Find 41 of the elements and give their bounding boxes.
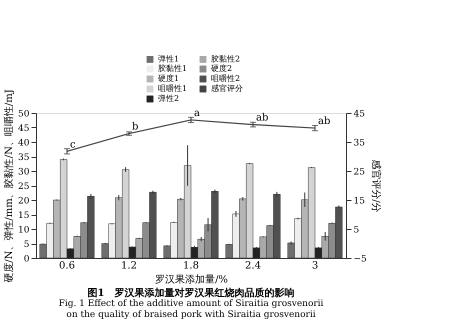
x-tick-label: 2.4 [245, 260, 261, 272]
text: Fig. 1 Effect of the additive amount of Siraitia grosvenorii on the quality of braised pork with Siraitia grosvenorii [58, 299, 324, 320]
x-tick-label: 1.2 [121, 260, 137, 272]
y2-tick-label: 15 [354, 196, 366, 206]
y2-tick-label: 35 [354, 138, 366, 148]
x-tick-label: 0.6 [59, 260, 75, 272]
legend-label: 硬度1 [158, 74, 180, 83]
legend-label: 咀嚼性1 [158, 84, 188, 93]
y2-tick-label: 25 [354, 168, 366, 178]
legend-label: 硬度2 [211, 64, 232, 73]
legend-label: 胶黏性2 [211, 54, 240, 64]
y-tick-label: 20 [18, 196, 30, 206]
y-tick-label: 30 [18, 168, 30, 178]
y-tick-label: 45 [18, 124, 30, 134]
annotation: b [132, 122, 138, 133]
y2-axis-title: 感官评分/分 [370, 159, 382, 213]
y-tick-label: 10 [18, 226, 30, 236]
y2-tick-label: −5 [354, 254, 368, 264]
x-tick-label: 1.8 [183, 260, 199, 272]
legend-label: 咀嚼性2 [211, 74, 240, 83]
y-tick-label: 5 [24, 240, 30, 250]
y-tick-label: 25 [18, 182, 30, 192]
legend-label: 弹性1 [158, 54, 180, 64]
text: 图1 罗汉果添加量对罗汉果红烧肉品质的影响 [88, 287, 294, 299]
y2-tick-label: 5 [354, 226, 360, 236]
y-tick-label: 0 [24, 254, 30, 264]
x-axis-title: 罗汉果添加量/% [155, 274, 228, 286]
x-tick-label: 3 [312, 260, 318, 272]
y-tick-label: 15 [18, 211, 30, 221]
y-axis-title: 硬度/N、弹性/mm、胶黏性/N、咀嚼性/mJ [3, 89, 16, 283]
legend-label: 弹性2 [158, 94, 180, 103]
y-tick-label: 40 [18, 138, 30, 148]
annotation: ab [256, 112, 268, 124]
legend-label: 感官评分 [211, 84, 243, 93]
legend-label: 胶黏性1 [158, 64, 188, 73]
y-tick-label: 50 [18, 110, 30, 120]
annotation: c [70, 139, 76, 150]
y2-tick-label: 45 [354, 110, 366, 120]
y-tick-label: 35 [18, 153, 30, 163]
annotation: a [194, 108, 200, 119]
annotation: ab [318, 116, 330, 128]
